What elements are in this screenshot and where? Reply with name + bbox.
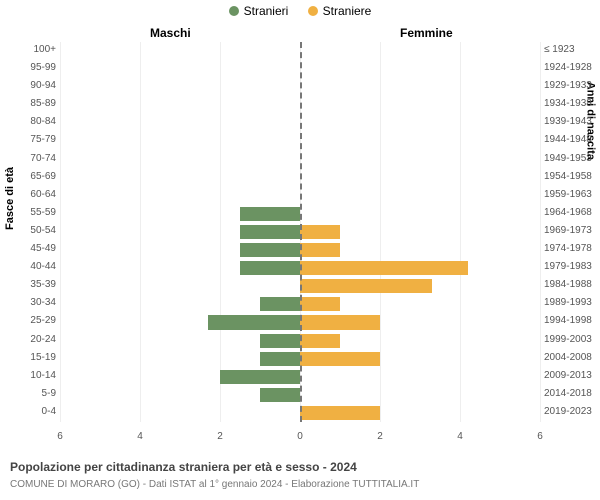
age-label: 90-94: [12, 80, 56, 91]
birth-year-label: 2014-2018: [544, 388, 598, 399]
birth-year-label: 1994-1998: [544, 315, 598, 326]
birth-year-label: 2019-2023: [544, 406, 598, 417]
age-label: 35-39: [12, 279, 56, 290]
legend-label: Straniere: [323, 4, 372, 18]
x-tick-label: 2: [210, 431, 230, 442]
legend-item-stranieri: Stranieri: [229, 4, 289, 18]
birth-year-label: 2004-2008: [544, 352, 598, 363]
birth-year-label: 1944-1948: [544, 134, 598, 145]
chart-title: Popolazione per cittadinanza straniera p…: [10, 460, 357, 474]
age-label: 60-64: [12, 189, 56, 200]
age-label: 30-34: [12, 297, 56, 308]
age-label: 80-84: [12, 116, 56, 127]
bar-female: [300, 261, 468, 275]
bar-female: [300, 406, 380, 420]
age-label: 65-69: [12, 171, 56, 182]
bar-male: [260, 352, 300, 366]
bar-male: [240, 261, 300, 275]
side-title-maschi: Maschi: [150, 26, 191, 40]
birth-year-label: 1924-1928: [544, 62, 598, 73]
birth-year-label: 1999-2003: [544, 334, 598, 345]
legend-label: Stranieri: [244, 4, 289, 18]
legend-item-straniere: Straniere: [308, 4, 372, 18]
gridline: [540, 42, 541, 422]
age-label: 20-24: [12, 334, 56, 345]
center-axis-line: [300, 42, 302, 422]
bar-female: [300, 279, 432, 293]
bar-female: [300, 297, 340, 311]
birth-year-label: 1939-1943: [544, 116, 598, 127]
bar-male: [260, 297, 300, 311]
age-label: 70-74: [12, 153, 56, 164]
age-label: 95-99: [12, 62, 56, 73]
birth-year-label: 1964-1968: [544, 207, 598, 218]
bar-male: [240, 207, 300, 221]
birth-year-label: ≤ 1923: [544, 44, 598, 55]
age-label: 10-14: [12, 370, 56, 381]
bar-female: [300, 352, 380, 366]
age-label: 55-59: [12, 207, 56, 218]
birth-year-label: 1969-1973: [544, 225, 598, 236]
age-label: 75-79: [12, 134, 56, 145]
age-label: 25-29: [12, 315, 56, 326]
x-tick-label: 4: [450, 431, 470, 442]
x-axis: 6420246: [60, 422, 540, 442]
side-title-femmine: Femmine: [400, 26, 453, 40]
birth-year-label: 1974-1978: [544, 243, 598, 254]
birth-year-label: 1984-1988: [544, 279, 598, 290]
bar-female: [300, 315, 380, 329]
bar-female: [300, 334, 340, 348]
x-tick-label: 6: [530, 431, 550, 442]
bar-male: [240, 243, 300, 257]
birth-year-label: 1929-1933: [544, 80, 598, 91]
x-tick-label: 0: [290, 431, 310, 442]
bar-male: [260, 334, 300, 348]
bar-male: [220, 370, 300, 384]
age-label: 0-4: [12, 406, 56, 417]
legend-swatch-icon: [308, 6, 318, 16]
age-label: 100+: [12, 44, 56, 55]
birth-year-label: 1989-1993: [544, 297, 598, 308]
legend-swatch-icon: [229, 6, 239, 16]
age-label: 5-9: [12, 388, 56, 399]
legend: Stranieri Straniere: [0, 4, 600, 19]
age-label: 45-49: [12, 243, 56, 254]
age-label: 15-19: [12, 352, 56, 363]
bar-female: [300, 243, 340, 257]
birth-year-label: 1954-1958: [544, 171, 598, 182]
age-label: 50-54: [12, 225, 56, 236]
birth-year-label: 1979-1983: [544, 261, 598, 272]
bar-male: [260, 388, 300, 402]
x-tick-label: 4: [130, 431, 150, 442]
plot-area: 100+≤ 192395-991924-192890-941929-193385…: [60, 42, 540, 442]
birth-year-label: 1949-1953: [544, 153, 598, 164]
age-label: 85-89: [12, 98, 56, 109]
chart-subtitle: COMUNE DI MORARO (GO) - Dati ISTAT al 1°…: [10, 479, 419, 490]
bar-male: [240, 225, 300, 239]
x-tick-label: 6: [50, 431, 70, 442]
bar-male: [208, 315, 300, 329]
bar-female: [300, 225, 340, 239]
birth-year-label: 2009-2013: [544, 370, 598, 381]
birth-year-label: 1934-1938: [544, 98, 598, 109]
birth-year-label: 1959-1963: [544, 189, 598, 200]
x-tick-label: 2: [370, 431, 390, 442]
age-label: 40-44: [12, 261, 56, 272]
